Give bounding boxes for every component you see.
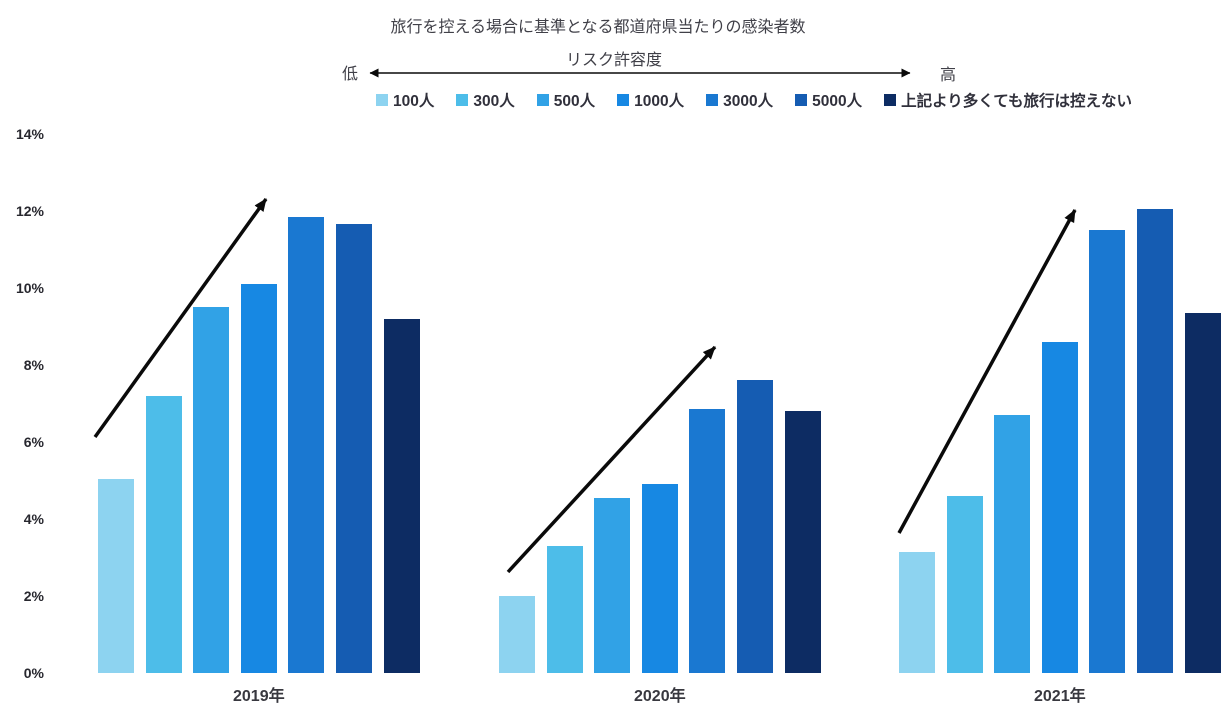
y-axis-tick-0%: 0% [23,665,44,681]
legend-swatch-icon [706,94,719,106]
x-axis-label-2020年: 2020年 [633,688,686,705]
bar-2020年-上記より多くても旅行は控えない [784,411,821,673]
y-axis-tick-14%: 14% [15,126,44,142]
bar-2020年-5000人 [737,380,773,673]
legend-swatch-icon [536,94,549,106]
legend-label: 500人 [553,93,596,110]
legend-swatch-icon [456,94,469,106]
y-axis-tick-10%: 10% [15,280,44,296]
bar-2019年-500人 [193,307,230,673]
bar-2021年-500人 [994,415,1031,673]
legend-label: 3000人 [723,93,774,110]
x-axis-label-2019年: 2019年 [232,688,285,705]
x-axis-label-2021年: 2021年 [1033,688,1086,705]
legend-swatch-icon [617,94,630,106]
risk-axis-label: リスク許容度 [565,52,663,69]
bar-2020年-1000人 [641,484,678,673]
legend-label: 上記より多くても旅行は控えない [901,93,1133,110]
bar-2019年-5000人 [336,224,372,673]
legend-item-300人: 300人 [456,89,515,111]
legend-item-5000人: 5000人 [795,89,862,111]
risk-low-label: 低 [341,66,359,83]
bar-2021年-100人 [899,551,935,673]
legend-label: 1000人 [634,93,685,110]
legend-item-3000人: 3000人 [706,89,773,111]
legend-item-100人: 100人 [376,89,434,111]
bar-2021年-300人 [946,495,983,673]
bar-2020年-3000人 [689,409,726,673]
bar-2021年-5000人 [1137,209,1173,673]
risk-high-label: 高 [939,67,957,84]
legend-item-500人: 500人 [536,89,596,111]
bar-2020年-100人 [499,596,535,673]
legend-label: 5000人 [812,93,863,110]
bar-2019年-上記より多くても旅行は控えない [383,318,420,673]
y-axis-tick-6%: 6% [23,434,44,450]
bar-2019年-3000人 [288,216,325,673]
y-axis-tick-8%: 8% [23,357,44,373]
legend-label: 300人 [473,93,515,110]
legend-swatch-icon [884,94,897,106]
y-axis-tick-2%: 2% [23,588,44,604]
y-axis-tick-12%: 12% [15,203,44,219]
legend-item-1000人: 1000人 [617,89,684,111]
chart-title: 旅行を控える場合に基準となる都道府県当たりの感染者数 [390,19,806,36]
bar-2019年-300人 [145,395,182,673]
legend-item-上記より多くても旅行は控えない: 上記より多くても旅行は控えない [884,89,1132,111]
legend-label: 100人 [393,93,435,110]
legend-swatch-icon [376,94,388,106]
legend-swatch-icon [795,94,808,106]
y-axis-tick-4%: 4% [23,511,44,527]
bar-2021年-1000人 [1041,341,1078,673]
bar-2019年-1000人 [240,284,277,673]
bar-2020年-500人 [594,497,631,673]
bar-2021年-上記より多くても旅行は控えない [1184,313,1221,673]
bar-2021年-3000人 [1089,230,1126,673]
chart-legend: 100人 300人 500人 1000人 3000人 5000人 上記より多くても旅行は控え… [376,88,1132,112]
bar-2020年-300人 [546,545,583,673]
bar-2019年-100人 [98,478,134,673]
